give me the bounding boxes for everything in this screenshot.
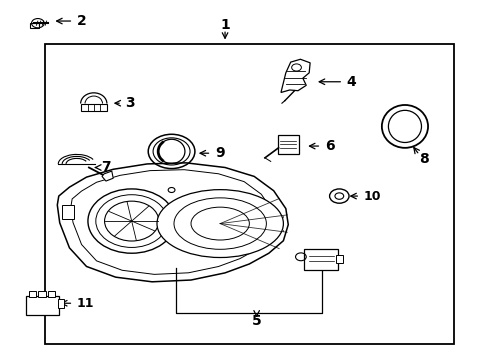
Ellipse shape (381, 105, 427, 148)
Text: 9: 9 (215, 146, 224, 160)
Text: 11: 11 (77, 297, 94, 310)
Circle shape (88, 189, 175, 253)
Bar (81, 104, 107, 111)
FancyBboxPatch shape (29, 292, 36, 297)
FancyBboxPatch shape (48, 292, 55, 297)
Text: 7: 7 (101, 161, 110, 175)
Text: 5: 5 (251, 314, 261, 328)
Circle shape (96, 195, 167, 247)
Bar (45, 44, 453, 344)
Ellipse shape (191, 207, 249, 240)
Text: 8: 8 (419, 152, 428, 166)
Text: 1: 1 (220, 18, 229, 32)
Text: 4: 4 (346, 75, 356, 89)
Circle shape (168, 188, 175, 193)
Polygon shape (281, 59, 309, 93)
Circle shape (104, 201, 159, 241)
Text: 3: 3 (125, 96, 135, 110)
FancyBboxPatch shape (58, 299, 63, 308)
FancyBboxPatch shape (26, 296, 59, 315)
FancyBboxPatch shape (38, 292, 45, 297)
Polygon shape (71, 170, 274, 274)
Text: 10: 10 (363, 190, 380, 203)
Polygon shape (102, 171, 113, 181)
FancyBboxPatch shape (277, 135, 298, 154)
Ellipse shape (157, 190, 283, 257)
FancyBboxPatch shape (303, 249, 338, 270)
Ellipse shape (174, 198, 266, 249)
Text: 6: 6 (324, 139, 334, 153)
FancyBboxPatch shape (30, 23, 39, 28)
FancyBboxPatch shape (61, 205, 74, 219)
Ellipse shape (387, 111, 421, 143)
Text: 2: 2 (77, 14, 86, 28)
FancyBboxPatch shape (336, 255, 343, 262)
Polygon shape (57, 163, 287, 282)
